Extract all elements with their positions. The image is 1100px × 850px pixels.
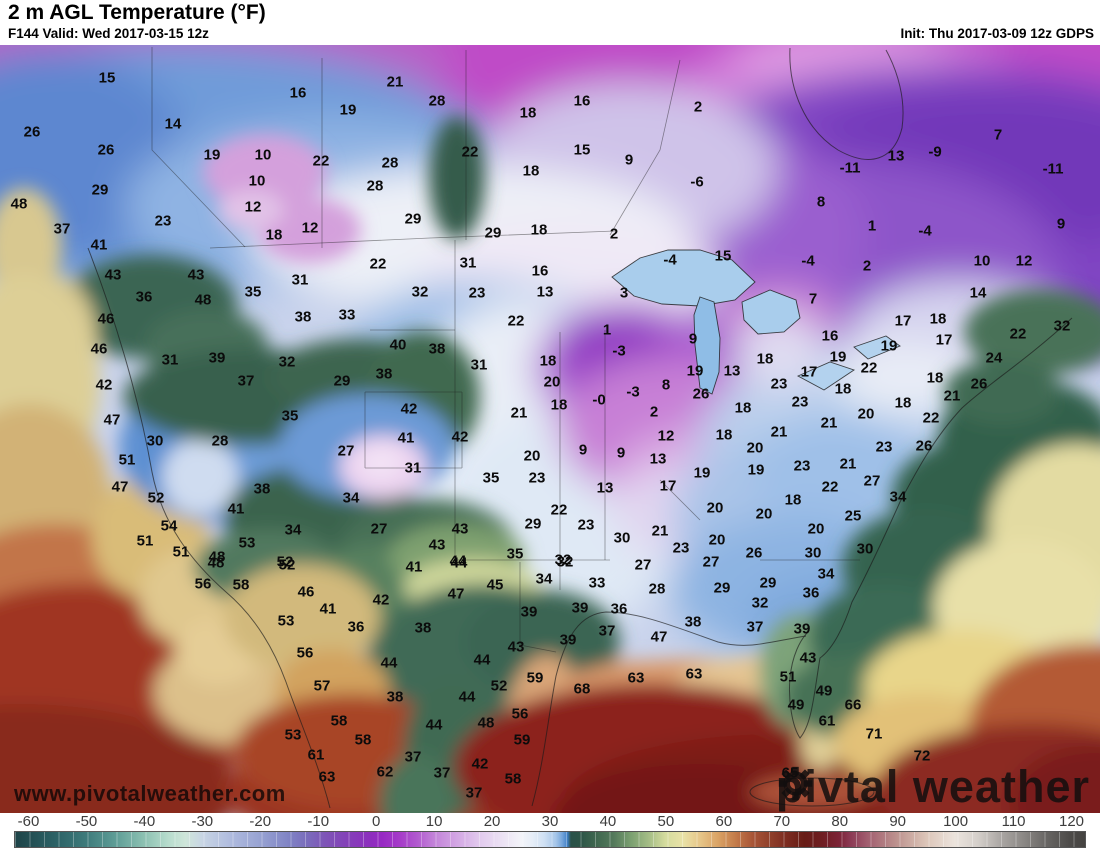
colorbar-tick: 20 bbox=[483, 813, 501, 830]
coastlines bbox=[87, 47, 1073, 809]
forecast-valid-time: F144 Valid: Wed 2017-03-15 12z bbox=[8, 26, 209, 41]
colorbar-tick: 120 bbox=[1058, 813, 1085, 830]
colorbar-tick: 40 bbox=[599, 813, 617, 830]
page-title: 2 m AGL Temperature (°F) bbox=[8, 1, 266, 24]
colorbar-tick: -40 bbox=[133, 813, 156, 830]
site-watermark: www.pivotalweather.com bbox=[14, 781, 286, 806]
colorbar-tick: 30 bbox=[541, 813, 559, 830]
brand-watermark: piv tal weather bbox=[776, 761, 1090, 813]
state-borders bbox=[151, 47, 860, 653]
colorbar-tick: 60 bbox=[715, 813, 733, 830]
colorbar-tick: 110 bbox=[1001, 813, 1026, 830]
colorbar-tick: 100 bbox=[943, 813, 969, 830]
colorbar-tick: 10 bbox=[425, 813, 443, 830]
gear-icon bbox=[778, 766, 813, 801]
colorbar-tick: 70 bbox=[773, 813, 791, 830]
colorbar-tick: 90 bbox=[889, 813, 907, 830]
brand-text-right: tal weather bbox=[843, 761, 1090, 812]
colorbar-tick: -10 bbox=[307, 813, 330, 830]
colorbar-tick: -30 bbox=[191, 813, 214, 830]
colorbar-tick: -20 bbox=[249, 813, 272, 830]
temperature-map: 15 16 21 28 18 16 2 7 -9 13 -11 -11 26 14 19 26 19 10 22 15… bbox=[0, 45, 1100, 813]
model-init-time: Init: Thu 2017-03-09 12z GDPS bbox=[900, 26, 1094, 41]
great-lakes bbox=[611, 249, 901, 395]
colorbar-gradient bbox=[14, 831, 1086, 848]
colorbar-tick: -60 bbox=[17, 813, 40, 830]
colorbar-tick: 80 bbox=[831, 813, 849, 830]
temperature-shading bbox=[0, 45, 1100, 813]
colorbar-tick: -50 bbox=[75, 813, 98, 830]
colorbar-tick: 0 bbox=[371, 813, 381, 830]
colorbar: -60 -50 -40 -30 -20 -10 0 10 20 30 40 50 60 70 80 90 100… bbox=[0, 813, 1100, 850]
colorbar-tick: 50 bbox=[657, 813, 675, 830]
header-bar: 2 m AGL Temperature (°F) F144 Valid: Wed… bbox=[0, 0, 1100, 45]
